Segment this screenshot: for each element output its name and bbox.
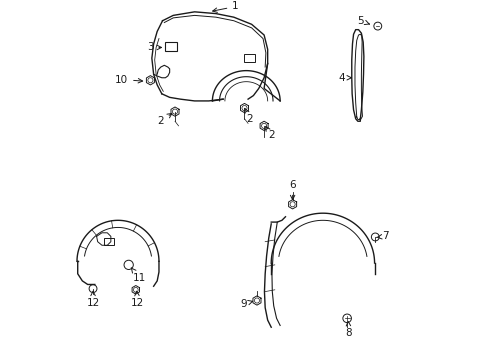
Text: 2: 2 xyxy=(244,108,253,124)
Text: 2: 2 xyxy=(157,113,171,126)
Text: 11: 11 xyxy=(131,268,146,283)
Text: 5: 5 xyxy=(356,16,368,26)
Text: 1: 1 xyxy=(212,1,239,12)
Text: 12: 12 xyxy=(131,291,144,308)
Text: 8: 8 xyxy=(345,321,351,338)
Text: 3: 3 xyxy=(146,42,161,53)
Text: 6: 6 xyxy=(289,180,295,200)
Text: 4: 4 xyxy=(338,73,351,83)
Text: 10: 10 xyxy=(115,75,142,85)
Text: 12: 12 xyxy=(86,291,100,308)
Text: 7: 7 xyxy=(376,231,388,241)
Bar xyxy=(103,238,114,245)
Text: 9: 9 xyxy=(240,299,252,309)
Bar xyxy=(165,42,177,51)
Bar xyxy=(244,54,255,62)
Text: 2: 2 xyxy=(265,126,274,140)
